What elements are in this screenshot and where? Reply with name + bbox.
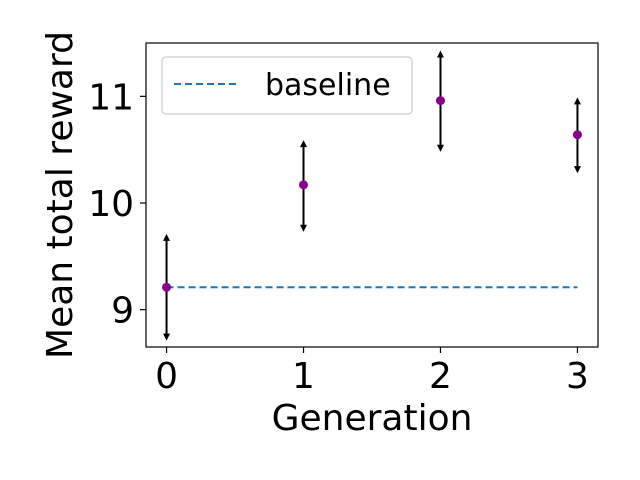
error-bar-top-arrow-2 bbox=[436, 50, 444, 58]
error-bar-bottom-arrow-3 bbox=[573, 166, 581, 174]
y-tick-label-0: 9 bbox=[111, 291, 134, 332]
legend-baseline-label: baseline bbox=[265, 68, 391, 103]
data-point-2 bbox=[435, 96, 445, 106]
y-tick-label-1: 10 bbox=[88, 184, 134, 225]
data-point-3 bbox=[572, 130, 582, 140]
x-tick-label-1: 1 bbox=[292, 356, 315, 397]
x-tick-label-0: 0 bbox=[155, 356, 178, 397]
y-tick-label-2: 11 bbox=[88, 77, 134, 118]
legend-box bbox=[161, 56, 413, 115]
error-bar-top-arrow-3 bbox=[573, 97, 581, 105]
data-point-0 bbox=[162, 282, 172, 292]
y-axis-label: Mean total reward bbox=[40, 31, 81, 359]
x-axis-label: Generation bbox=[272, 398, 473, 439]
x-tick-label-2: 2 bbox=[429, 356, 452, 397]
error-bar-top-arrow-0 bbox=[163, 233, 171, 241]
error-bar-bottom-arrow-0 bbox=[163, 333, 171, 341]
data-point-1 bbox=[299, 180, 309, 190]
error-bar-bottom-arrow-1 bbox=[300, 224, 308, 232]
error-bar-bottom-arrow-2 bbox=[436, 144, 444, 152]
x-tick-label-3: 3 bbox=[566, 356, 589, 397]
legend: baseline bbox=[161, 56, 413, 115]
error-bar-top-arrow-1 bbox=[300, 140, 308, 148]
